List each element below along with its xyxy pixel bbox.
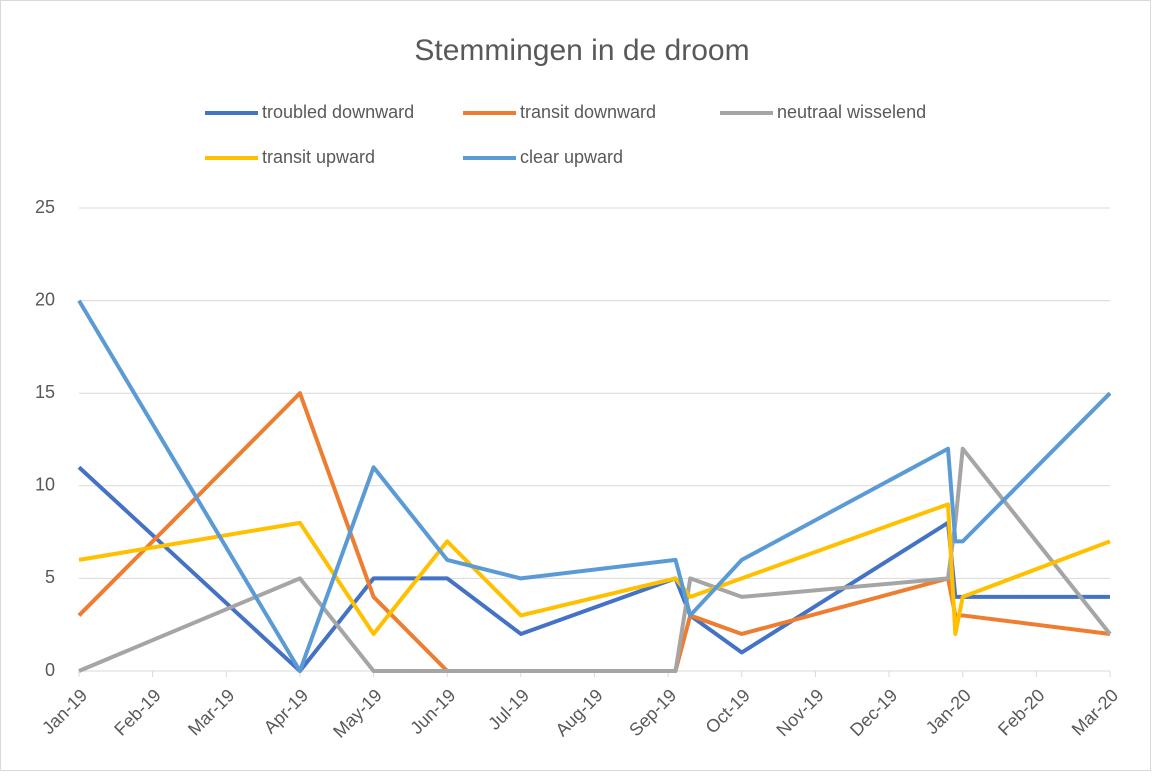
series-line [77, 299, 1112, 673]
y-tick-label: 25 [35, 197, 55, 217]
legend-label: transit upward [262, 147, 375, 167]
legend-label: neutraal wisselend [777, 102, 926, 122]
y-tick-label: 0 [45, 660, 55, 680]
series-line [77, 465, 1110, 673]
chart-title: Stemmingen in de droom [414, 34, 749, 67]
series-line [78, 446, 1112, 673]
y-tick-label: 20 [35, 289, 55, 309]
series-line [77, 391, 1111, 673]
legend-label: transit downward [520, 102, 656, 122]
legend-label: clear upward [520, 147, 623, 167]
y-tick-label: 15 [35, 382, 55, 402]
y-tick-label: 10 [35, 475, 55, 495]
legend-label: troubled downward [262, 102, 414, 122]
y-tick-label: 5 [45, 567, 55, 587]
